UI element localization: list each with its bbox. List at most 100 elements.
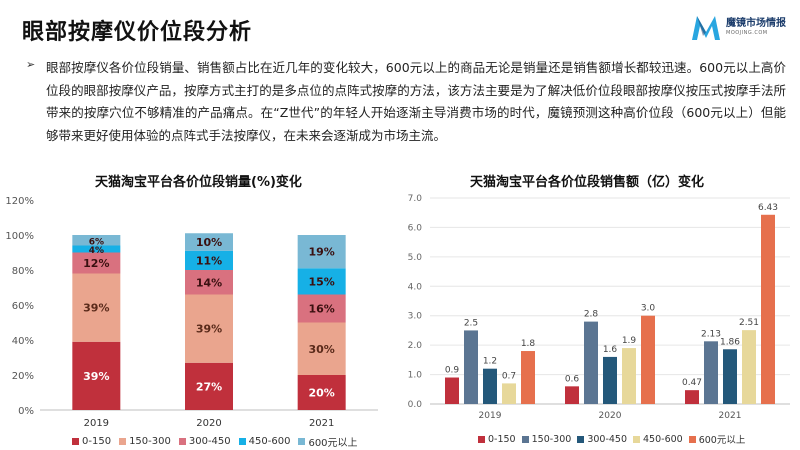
chart1-bar-450-600-2020 — [185, 250, 233, 270]
chart1-bar-0-150-2019 — [72, 341, 121, 410]
chart1-bar-150-300-2021 — [297, 322, 346, 375]
chart1-data-label: 30% — [308, 343, 334, 356]
chart1-legend-label: 600元以上 — [308, 438, 358, 449]
chart2-ytick-label: 1.0 — [408, 371, 423, 381]
chart1-bar-450-600-2021 — [297, 268, 346, 295]
chart2-bar-300-450-2019 — [483, 368, 497, 404]
chart2-legend-item: 150-300 — [521, 432, 572, 446]
chart2-xtick-label: 2021 — [719, 411, 742, 421]
chart2-legend-swatch — [633, 435, 641, 443]
chart1-ytick-label: 100% — [5, 231, 34, 242]
chart2-legend-label: 300-450 — [587, 433, 628, 445]
chart2-data-label: 6.43 — [758, 203, 778, 213]
chart1-bar-600元以上-2019 — [72, 235, 121, 246]
chart1-ytick-label: 80% — [12, 266, 34, 277]
chart2-data-label: 0.47 — [682, 378, 702, 388]
chart2-bar-450-600-2019 — [502, 383, 516, 404]
chart2-legend-swatch — [478, 435, 485, 443]
chart2-data-label: 1.9 — [622, 336, 637, 346]
chart1-title: 天猫淘宝平台各价位段销量(%)变化 — [95, 175, 302, 190]
chart1-legend-swatch — [72, 438, 79, 445]
chart1-legend-swatch — [298, 438, 306, 445]
moojing-m-logo-icon — [692, 16, 720, 40]
chart2-ytick-label: 0.0 — [408, 400, 423, 410]
chart2-bar-0-150-2020 — [565, 386, 579, 404]
chart1-bar-300-450-2020 — [185, 270, 233, 295]
chart2-data-label: 2.13 — [701, 329, 721, 339]
chart2-data-label: 2.5 — [464, 318, 478, 328]
chart2-legend-item: 300-450 — [577, 432, 627, 446]
chart2-bar-150-300-2019 — [464, 330, 478, 404]
chart1-data-label: 27% — [196, 380, 222, 393]
chart1-bar-150-300-2020 — [185, 294, 233, 363]
chart1-xtick-label: 2019 — [84, 418, 109, 429]
chart2-ytick-label: 4.0 — [408, 282, 423, 292]
chart1-bar-600元以上-2021 — [297, 235, 346, 269]
chart1-ytick-label: 40% — [12, 336, 34, 347]
chart2-bar-300-450-2021 — [723, 349, 737, 404]
chart2-legend: 0-150 150-300 300-450 450-600 600元以上 — [478, 432, 745, 446]
logo-name: 魔镜市场情报 — [726, 17, 786, 29]
chart2-bar-150-300-2021 — [704, 341, 718, 404]
chart1-legend: 0-150 150-300 300-450 450-600 600元以上 — [72, 434, 358, 449]
chart1-data-label: 20% — [308, 387, 334, 400]
chart1-bar-600元以上-2020 — [185, 233, 233, 251]
chart2-bar-600元以上-2019 — [521, 351, 535, 404]
chart2-legend-swatch — [688, 435, 696, 443]
chart2-bar-450-600-2020 — [622, 348, 636, 404]
chart1-ytick-label: 20% — [12, 371, 34, 382]
chart2-legend-label: 0-150 — [488, 433, 516, 445]
chart1-legend-swatch — [238, 438, 246, 445]
chart1-data-label: 39% — [196, 323, 222, 336]
chart1-legend-item: 150-300 — [119, 434, 171, 449]
chart1-ytick-label: 120% — [5, 196, 34, 207]
chart1-legend-label: 0-150 — [82, 436, 112, 447]
chart2-data-label: 3.0 — [641, 304, 656, 314]
chart2-data-label: 2.51 — [739, 318, 759, 328]
chart2-bar-0-150-2019 — [445, 377, 459, 404]
chart2-data-label: 1.86 — [720, 337, 740, 347]
chart2-data-label: 0.6 — [565, 374, 580, 384]
bullet-icon: ➢ — [26, 58, 36, 71]
chart2-ytick-label: 2.0 — [408, 341, 423, 351]
chart1-bar-150-300-2019 — [72, 273, 121, 342]
chart2-data-label: 1.6 — [603, 345, 618, 355]
chart2-legend-label: 150-300 — [531, 433, 572, 445]
chart2-data-label: 1.8 — [521, 339, 536, 349]
chart1-data-label: 16% — [308, 303, 334, 316]
chart1-legend-swatch — [178, 438, 186, 445]
chart2-ytick-label: 5.0 — [408, 253, 423, 263]
chart2-legend-item: 450-600 — [633, 432, 683, 446]
chart1-data-label: 6% — [89, 237, 104, 247]
chart1-data-label: 15% — [308, 275, 334, 288]
chart2-data-label: 1.2 — [483, 357, 497, 367]
chart1-data-label: 19% — [308, 246, 334, 259]
chart2-title: 天猫淘宝平台各价位段销售额（亿）变化 — [470, 175, 705, 190]
chart2-data-label: 0.9 — [445, 366, 460, 376]
chart1-ytick-label: 0% — [18, 406, 34, 417]
chart2-bar-300-450-2020 — [603, 356, 617, 404]
chart1-xtick-label: 2021 — [309, 418, 334, 429]
chart2-ytick-label: 3.0 — [408, 312, 423, 322]
page-title: 眼部按摩仪价位段分析 — [22, 20, 253, 45]
chart2-bar-450-600-2021 — [742, 330, 756, 404]
chart2-bar-0-150-2021 — [685, 390, 699, 404]
chart2-legend-label: 600元以上 — [698, 435, 746, 446]
chart1-data-label: 12% — [83, 257, 109, 270]
chart1-legend-label: 300-450 — [188, 436, 231, 447]
chart2-legend-label: 450-600 — [643, 433, 683, 445]
chart1-bar-0-150-2021 — [297, 375, 346, 410]
chart1-legend-swatch — [119, 438, 127, 445]
chart2-bar-600元以上-2021 — [761, 214, 775, 404]
chart2-ytick-label: 7.0 — [408, 194, 423, 204]
chart1-legend-item: 600元以上 — [298, 434, 358, 449]
chart1-legend-label: 450-600 — [248, 436, 291, 447]
chart2-xtick-label: 2020 — [599, 411, 622, 421]
chart1-ytick-label: 60% — [12, 301, 34, 312]
chart2-bar-600元以上-2020 — [641, 315, 655, 404]
chart2-bar-150-300-2020 — [584, 321, 598, 404]
chart2-data-label: 2.8 — [584, 310, 599, 320]
chart2-legend-swatch — [577, 435, 585, 443]
chart1-bar-0-150-2020 — [185, 362, 233, 410]
